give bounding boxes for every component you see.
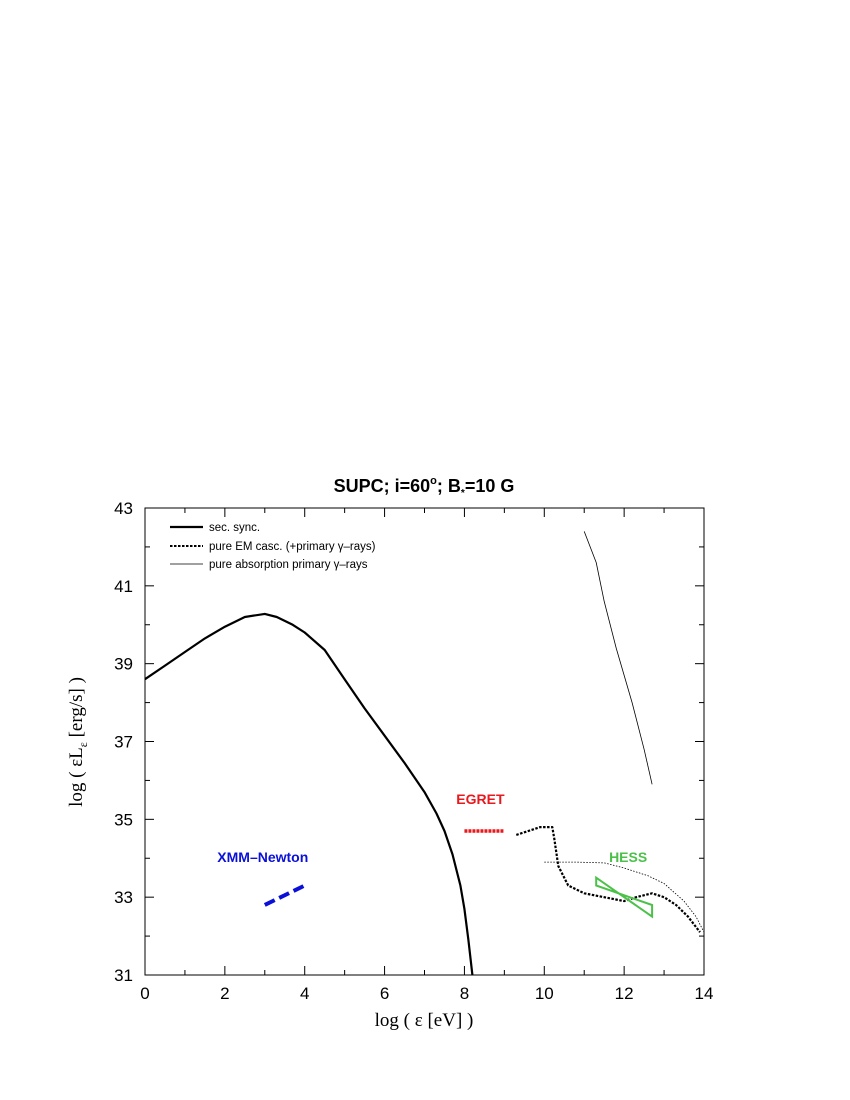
title-b: ; B bbox=[437, 476, 461, 496]
series-line-2 bbox=[583, 531, 653, 785]
x-tick-label: 6 bbox=[380, 984, 389, 1003]
legend-label-absorption: pure absorption primary γ–rays bbox=[209, 559, 368, 571]
legend-label-sec-sync: sec. sync. bbox=[209, 522, 260, 534]
x-tick-label: 14 bbox=[695, 984, 714, 1003]
plot-frame bbox=[144, 507, 705, 976]
title-main: SUPC; i=60 bbox=[334, 476, 431, 496]
y-tick-label: 33 bbox=[114, 888, 133, 907]
x-tick-label: 12 bbox=[615, 984, 634, 1003]
observations-layer: EGRET XMM–Newton HESS bbox=[217, 791, 654, 919]
y-tick-label: 31 bbox=[114, 966, 133, 985]
egret-label: EGRET bbox=[456, 791, 505, 807]
x-tick-label: 4 bbox=[300, 984, 309, 1003]
axis-ticks bbox=[144, 507, 705, 976]
hess-bowtie bbox=[595, 875, 654, 919]
y-axis-label-unit: [erg/s] ) bbox=[66, 677, 87, 742]
tick-labels: 0 2 4 6 8 10 12 14 31 33 35 37 39 41 43 bbox=[114, 499, 713, 1003]
hess-label: HESS bbox=[609, 849, 647, 865]
x-tick-label: 10 bbox=[535, 984, 554, 1003]
y-axis-label: log ( εLε [erg/s] ) bbox=[66, 677, 90, 807]
series-line-3 bbox=[544, 861, 705, 933]
y-tick-label: 39 bbox=[114, 655, 133, 674]
y-axis-label-main: log ( εL bbox=[66, 747, 87, 807]
xmm-newton-data bbox=[263, 883, 306, 907]
chart-title: SUPC; i=60o; B*=10 G bbox=[334, 475, 515, 499]
x-tick-label: 0 bbox=[140, 984, 149, 1003]
x-tick-label: 2 bbox=[220, 984, 229, 1003]
xmm-newton-label: XMM–Newton bbox=[217, 849, 308, 865]
series-layer bbox=[144, 531, 705, 976]
y-tick-label: 43 bbox=[114, 499, 133, 518]
y-axis-label-subscript: ε bbox=[76, 742, 90, 747]
x-axis-label: log ( ε [eV] ) bbox=[375, 1010, 474, 1031]
series-line-0 bbox=[144, 612, 474, 976]
y-tick-label: 37 bbox=[114, 733, 133, 752]
title-tail: =10 G bbox=[465, 476, 515, 496]
title-degree: o bbox=[430, 475, 437, 487]
y-tick-label: 35 bbox=[114, 810, 133, 829]
x-tick-label: 8 bbox=[460, 984, 469, 1003]
legend: sec. sync. pure EM casc. (+primary γ–ray… bbox=[170, 522, 376, 571]
title-star: * bbox=[461, 488, 465, 499]
series-line-1 bbox=[515, 825, 701, 933]
y-tick-label: 41 bbox=[114, 577, 133, 596]
legend-label-em-cascade: pure EM casc. (+primary γ–rays) bbox=[209, 541, 376, 553]
